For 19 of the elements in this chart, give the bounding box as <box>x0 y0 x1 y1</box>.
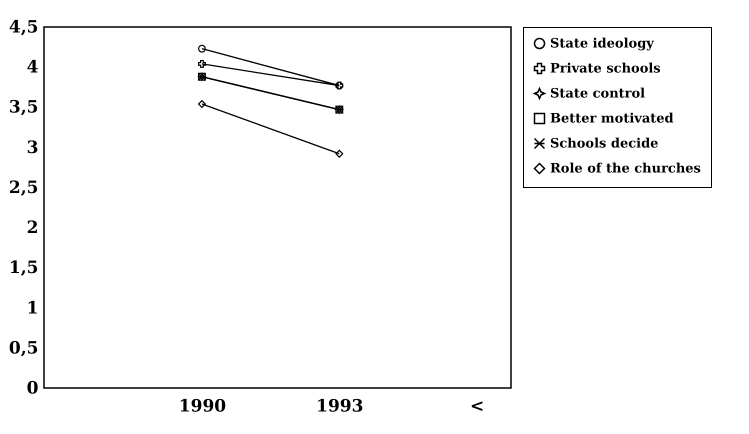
legend-label: Better motivated <box>550 112 674 126</box>
y-tick-label: 3 <box>26 138 38 158</box>
x-tick-label: 1990 <box>178 396 226 416</box>
y-tick-label: 3,5 <box>8 98 38 118</box>
y-tick-label: 2,5 <box>8 178 38 198</box>
y-tick-label: 4,5 <box>8 18 38 38</box>
legend-label: Private schools <box>550 62 661 76</box>
x-tick-label: 1993 <box>316 396 364 416</box>
y-tick-label: 4 <box>26 58 39 78</box>
y-tick-label: 0 <box>26 378 39 398</box>
legend-label: Schools decide <box>550 136 658 152</box>
legend-label: State control <box>550 86 646 102</box>
y-tick-label: 1 <box>26 298 38 318</box>
y-tick-label: 2 <box>26 218 38 238</box>
y-tick-label: 0,5 <box>8 338 38 358</box>
x-tick-label: < <box>470 396 484 416</box>
y-tick-label: 1,5 <box>8 258 38 278</box>
legend-label: Role of the churches <box>550 162 701 176</box>
legend-label: State ideology <box>550 36 654 52</box>
